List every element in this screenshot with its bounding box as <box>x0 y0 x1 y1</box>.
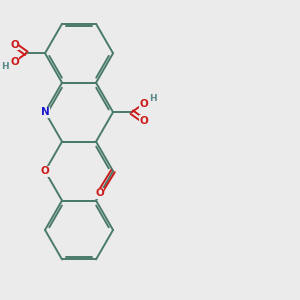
Text: H: H <box>1 62 9 71</box>
Text: H: H <box>149 94 157 103</box>
Text: O: O <box>40 166 50 176</box>
Text: O: O <box>139 116 148 126</box>
Text: O: O <box>139 99 148 109</box>
Text: O: O <box>10 57 19 67</box>
Text: N: N <box>40 107 50 117</box>
Text: O: O <box>10 40 19 50</box>
Text: O: O <box>95 188 104 198</box>
